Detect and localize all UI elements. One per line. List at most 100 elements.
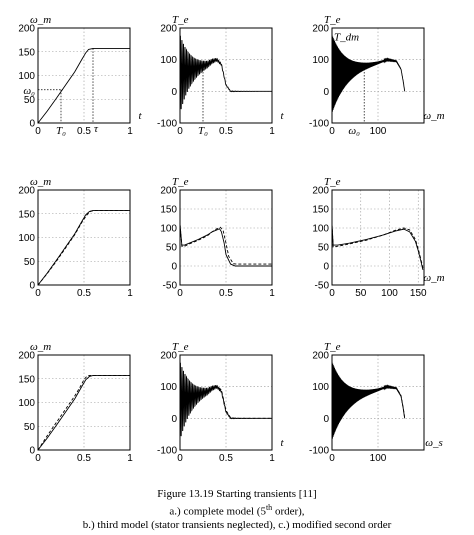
plot-frame bbox=[179, 27, 273, 124]
y-axis-label: ω_m bbox=[30, 176, 51, 188]
y-axis-label: ω_m bbox=[30, 341, 51, 353]
y-tick-label: 100 bbox=[312, 55, 329, 66]
y-tick-label: 150 bbox=[18, 47, 35, 58]
x-axis-label: ω_s bbox=[425, 437, 443, 449]
annotation-2: T_e bbox=[336, 63, 353, 75]
y-tick-label: -50 bbox=[163, 281, 178, 292]
y-tick-label: 200 bbox=[312, 351, 329, 362]
y-tick-label: 0 bbox=[323, 414, 329, 425]
y-tick-label: 50 bbox=[24, 422, 36, 433]
series-dashed bbox=[331, 224, 424, 268]
plot-frame bbox=[179, 354, 273, 451]
x-tick-label: 0.5 bbox=[219, 453, 233, 464]
y-tick-label: 200 bbox=[160, 186, 177, 197]
caption-title: Figure 13.19 Starting transients [11] bbox=[157, 488, 317, 500]
x-axis-label: ω_m bbox=[423, 110, 444, 122]
y-tick-label: 200 bbox=[312, 24, 329, 35]
plot-frame bbox=[331, 189, 425, 286]
x-tick-label: 0.5 bbox=[77, 453, 91, 464]
plot-frame bbox=[37, 354, 131, 451]
x-tick-label: 1 bbox=[127, 453, 133, 464]
y-axis-label: T_e bbox=[172, 176, 189, 188]
y-tick-label: -100 bbox=[157, 119, 177, 130]
y-tick-label: 200 bbox=[160, 351, 177, 362]
y-tick-label: 0 bbox=[171, 414, 177, 425]
x-tick-label: 0.5 bbox=[219, 288, 233, 299]
y-tick-label: 50 bbox=[318, 243, 330, 254]
x-tick-label: 0 bbox=[329, 126, 335, 137]
y-tick-label: 50 bbox=[166, 243, 178, 254]
series-solid bbox=[331, 362, 406, 439]
y-tick-label: 200 bbox=[160, 24, 177, 35]
x-axis-label: t bbox=[280, 110, 284, 122]
y-axis-label: T_e bbox=[324, 14, 341, 26]
y-tick-label: 200 bbox=[18, 351, 35, 362]
y-axis-label: T_e bbox=[172, 341, 189, 353]
y-tick-label: 100 bbox=[18, 398, 35, 409]
plot-frame bbox=[179, 189, 273, 286]
annotation-t0: T₀ bbox=[198, 125, 208, 137]
y-tick-label: -100 bbox=[309, 119, 329, 130]
y-tick-label: 200 bbox=[18, 186, 35, 197]
caption-line-a: a.) complete model (5th order), bbox=[169, 503, 305, 518]
x-tick-label: 0 bbox=[329, 453, 335, 464]
y-tick-label: 50 bbox=[24, 95, 36, 106]
y-tick-label: 200 bbox=[18, 24, 35, 35]
series-dashed bbox=[37, 374, 130, 451]
x-axis-label: t bbox=[280, 437, 284, 449]
x-tick-label: 0 bbox=[35, 288, 41, 299]
y-tick-label: 0 bbox=[29, 119, 35, 130]
x-tick-label: 0.5 bbox=[219, 126, 233, 137]
y-tick-label: 0 bbox=[29, 446, 35, 457]
series-solid bbox=[331, 224, 424, 270]
y-tick-label: -100 bbox=[309, 446, 329, 457]
series-solid bbox=[179, 35, 273, 110]
y-tick-label: 100 bbox=[160, 55, 177, 66]
x-tick-label: 0 bbox=[35, 126, 41, 137]
x-tick-label: 1 bbox=[127, 126, 133, 137]
y-tick-label: 100 bbox=[160, 224, 177, 235]
series-dashed bbox=[37, 209, 130, 286]
y-tick-label: -50 bbox=[315, 281, 330, 292]
x-tick-label: 0 bbox=[177, 126, 183, 137]
x-tick-label: 1 bbox=[269, 126, 275, 137]
y-tick-label: 0 bbox=[323, 87, 329, 98]
plot-frame bbox=[37, 27, 131, 124]
plot-frame bbox=[37, 189, 131, 286]
y-tick-label: 0 bbox=[171, 87, 177, 98]
caption-line-bc: b.) third model (stator transients negle… bbox=[82, 518, 392, 531]
series-dashed bbox=[179, 385, 272, 419]
y-tick-label: 150 bbox=[160, 205, 177, 216]
x-axis-label: t bbox=[138, 110, 142, 122]
y-tick-label: 100 bbox=[18, 71, 35, 82]
y-tick-label: 100 bbox=[160, 382, 177, 393]
y-tick-label: 100 bbox=[18, 233, 35, 244]
x-tick-label: 100 bbox=[370, 126, 387, 137]
x-tick-label: 0 bbox=[329, 288, 335, 299]
series-solid bbox=[179, 362, 273, 437]
x-tick-label: 0 bbox=[177, 288, 183, 299]
y-tick-label: 100 bbox=[312, 224, 329, 235]
y-axis-label: T_e bbox=[324, 176, 341, 188]
y-axis-label: T_e bbox=[172, 14, 189, 26]
y-tick-label: 100 bbox=[312, 382, 329, 393]
y-tick-label: 200 bbox=[312, 186, 329, 197]
y-axis-label: ω_m bbox=[30, 14, 51, 26]
x-tick-label: 0.5 bbox=[77, 288, 91, 299]
x-tick-label: 1 bbox=[127, 288, 133, 299]
y-tick-label: 150 bbox=[18, 374, 35, 385]
x-tick-label: 0 bbox=[35, 453, 41, 464]
x-tick-label: 0 bbox=[177, 453, 183, 464]
series-solid bbox=[37, 47, 130, 124]
x-tick-label: 1 bbox=[269, 453, 275, 464]
annotation-tau: τ bbox=[94, 123, 99, 135]
x-tick-label: 0.5 bbox=[77, 126, 91, 137]
